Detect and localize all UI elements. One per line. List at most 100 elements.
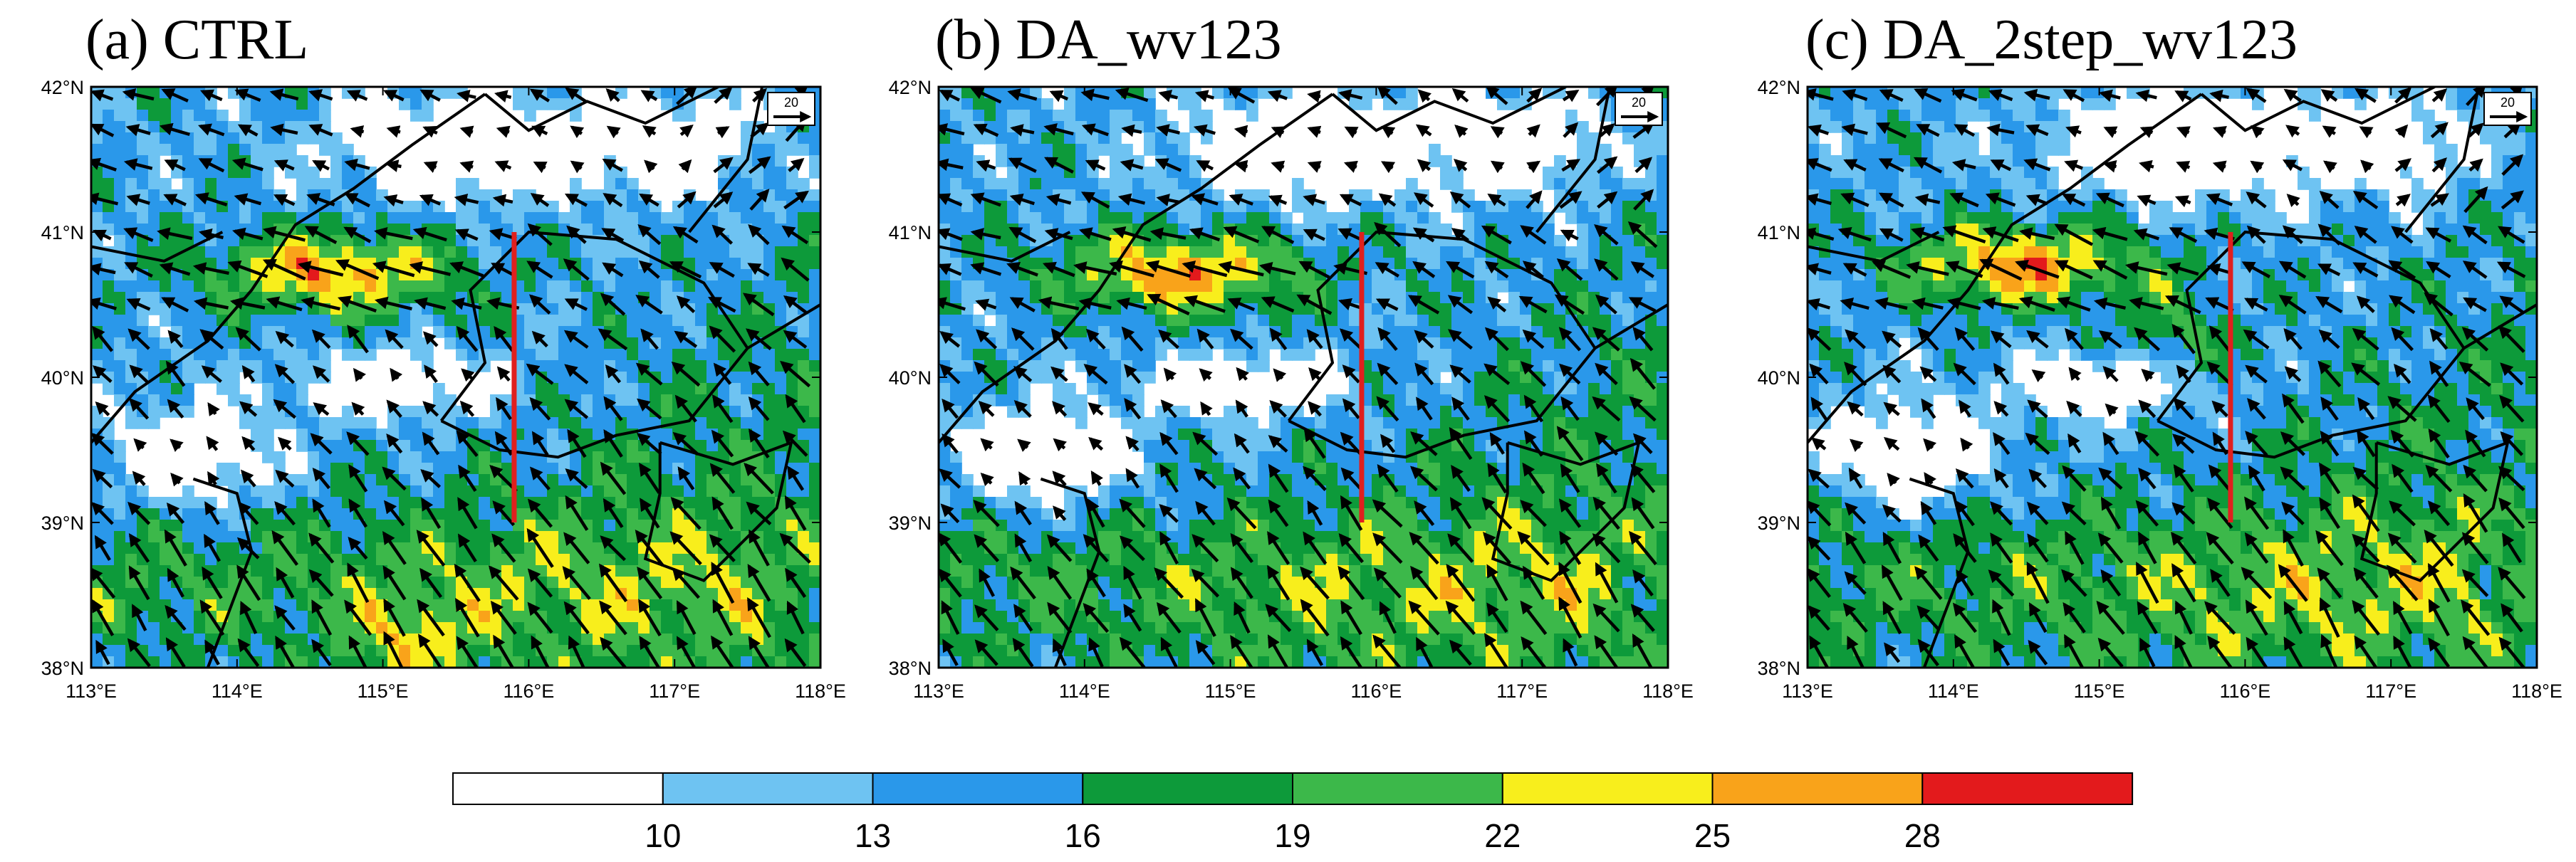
shaded-cell — [1611, 474, 1623, 486]
shaded-cell — [296, 542, 308, 554]
shaded-cell — [1440, 394, 1452, 406]
shaded-cell — [103, 292, 115, 304]
shaded-cell — [490, 656, 502, 668]
shaded-cell — [1018, 98, 1031, 110]
shaded-cell — [604, 588, 616, 600]
shaded-cell — [262, 634, 274, 646]
shaded-cell — [114, 372, 126, 384]
shaded-cell — [798, 599, 810, 611]
shaded-cell — [1451, 280, 1464, 293]
shaded-cell — [296, 360, 308, 372]
shaded-cell — [1588, 87, 1600, 99]
shaded-cell — [661, 406, 673, 418]
shaded-cell — [1406, 269, 1418, 281]
shaded-cell — [273, 588, 286, 600]
shaded-cell — [615, 463, 627, 475]
shaded-cell — [775, 201, 787, 213]
shaded-cell — [319, 360, 331, 372]
shaded-cell — [456, 417, 468, 429]
shaded-cell — [1588, 235, 1600, 247]
shaded-cell — [1281, 451, 1293, 463]
shaded-cell — [1110, 326, 1122, 338]
shaded-cell — [137, 360, 149, 372]
shaded-cell — [961, 178, 974, 190]
shaded-cell — [1372, 440, 1384, 452]
shaded-cell — [365, 485, 377, 498]
shaded-cell — [1645, 326, 1657, 338]
shaded-cell — [961, 258, 974, 270]
shaded-cell — [558, 611, 570, 623]
shaded-cell — [433, 292, 445, 304]
shaded-cell — [627, 303, 639, 315]
shaded-cell — [308, 554, 320, 566]
shaded-cell — [251, 121, 263, 133]
shaded-cell — [137, 417, 149, 429]
lon-tick-label: 114°E — [212, 680, 263, 702]
shaded-cell — [1189, 246, 1201, 258]
shaded-cell — [137, 326, 149, 338]
shaded-cell — [1429, 360, 1441, 372]
shaded-cell — [1417, 383, 1429, 395]
shaded-cell — [615, 246, 627, 258]
shaded-cell — [182, 531, 194, 543]
shaded-cell — [1531, 394, 1543, 406]
shaded-cell — [593, 224, 605, 236]
shaded-cell — [160, 520, 172, 532]
shaded-cell — [1474, 451, 1486, 463]
shaded-cell — [479, 315, 491, 327]
shaded-cell — [410, 337, 422, 349]
shaded-cell — [650, 440, 662, 452]
shaded-cell — [513, 622, 525, 634]
shaded-cell — [342, 451, 354, 463]
shaded-cell — [103, 110, 115, 122]
shaded-cell — [182, 87, 194, 99]
shaded-cell — [1224, 451, 1236, 463]
shaded-cell — [444, 280, 457, 293]
shaded-cell — [1053, 178, 1065, 190]
shaded-cell — [718, 485, 730, 498]
shaded-cell — [1326, 315, 1338, 327]
shaded-cell — [1383, 315, 1395, 327]
shaded-cell — [1075, 280, 1088, 293]
shaded-cell — [148, 292, 160, 304]
shaded-cell — [182, 508, 194, 520]
shaded-cell — [365, 246, 377, 258]
shaded-cell — [1212, 292, 1224, 304]
shaded-cell — [285, 292, 297, 304]
shaded-cell — [330, 224, 343, 236]
shaded-cell — [763, 269, 776, 281]
shaded-cell — [729, 577, 741, 589]
shaded-cell — [251, 132, 263, 144]
shaded-cell — [1041, 372, 1053, 384]
shaded-cell — [1110, 132, 1122, 144]
shaded-cell — [353, 292, 365, 304]
shaded-cell — [194, 280, 206, 293]
shaded-cell — [547, 577, 559, 589]
shaded-cell — [1041, 303, 1053, 315]
shaded-cell — [490, 451, 502, 463]
shaded-cell — [1588, 474, 1600, 486]
shaded-cell — [399, 611, 411, 623]
shaded-cell — [1064, 292, 1076, 304]
shaded-cell — [661, 542, 673, 554]
shaded-cell — [91, 520, 103, 532]
shaded-cell — [524, 98, 536, 110]
shaded-cell — [996, 394, 1008, 406]
shaded-cell — [103, 565, 115, 577]
shaded-cell — [467, 565, 479, 577]
shaded-cell — [182, 634, 194, 646]
shaded-cell — [1075, 155, 1088, 167]
shaded-cell — [650, 292, 662, 304]
shaded-cell — [638, 383, 650, 395]
shaded-cell — [1201, 485, 1213, 498]
shaded-cell — [1600, 349, 1612, 361]
shaded-cell — [1520, 303, 1532, 315]
shaded-cell — [809, 155, 820, 167]
shaded-cell — [285, 383, 297, 395]
shaded-cell — [1064, 383, 1076, 395]
shaded-cell — [809, 588, 820, 600]
shaded-cell — [1543, 360, 1555, 372]
shaded-cell — [479, 429, 491, 441]
shaded-cell — [148, 383, 160, 395]
shaded-cell — [1224, 440, 1236, 452]
